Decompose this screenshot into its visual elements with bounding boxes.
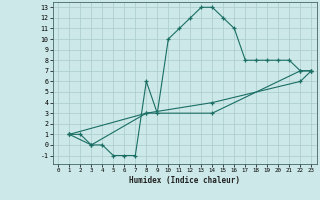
X-axis label: Humidex (Indice chaleur): Humidex (Indice chaleur) xyxy=(129,176,240,185)
